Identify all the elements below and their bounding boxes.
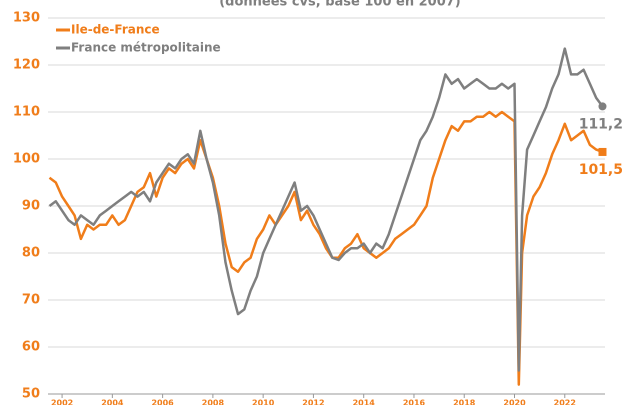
x-tick-label: 2012 <box>302 399 324 405</box>
end-marker <box>598 147 607 156</box>
x-tick-label: 2010 <box>252 399 275 405</box>
x-tick-label: 2022 <box>554 399 576 405</box>
chart-title: (données cvs, base 100 en 2007) <box>219 0 461 10</box>
y-tick-label: 70 <box>22 293 40 308</box>
x-tick-label: 2006 <box>151 399 174 405</box>
x-tick-label: 2014 <box>353 399 376 405</box>
y-tick-label: 100 <box>13 152 40 167</box>
series-line <box>48 47 604 372</box>
x-tick-label: 2016 <box>403 399 426 405</box>
x-tick-label: 2018 <box>453 399 476 405</box>
y-tick-label: 130 <box>13 11 40 26</box>
x-tick-label: 2002 <box>51 399 73 405</box>
end-label: 111,2 <box>579 116 623 132</box>
y-tick-label: 60 <box>22 340 40 355</box>
y-tick-label: 120 <box>13 58 40 73</box>
x-tick-label: 2020 <box>503 399 526 405</box>
legend-label: France métropolitaine <box>71 41 221 55</box>
end-label: 101,5 <box>579 162 623 178</box>
legend-label: Ile-de-France <box>71 23 160 37</box>
y-tick-label: 110 <box>13 105 40 120</box>
end-marker <box>598 102 607 111</box>
x-tick-label: 2008 <box>202 399 225 405</box>
y-tick-label: 50 <box>22 387 40 402</box>
y-tick-label: 80 <box>22 246 40 261</box>
x-tick-label: 2004 <box>101 399 124 405</box>
y-tick-label: 90 <box>22 199 40 214</box>
